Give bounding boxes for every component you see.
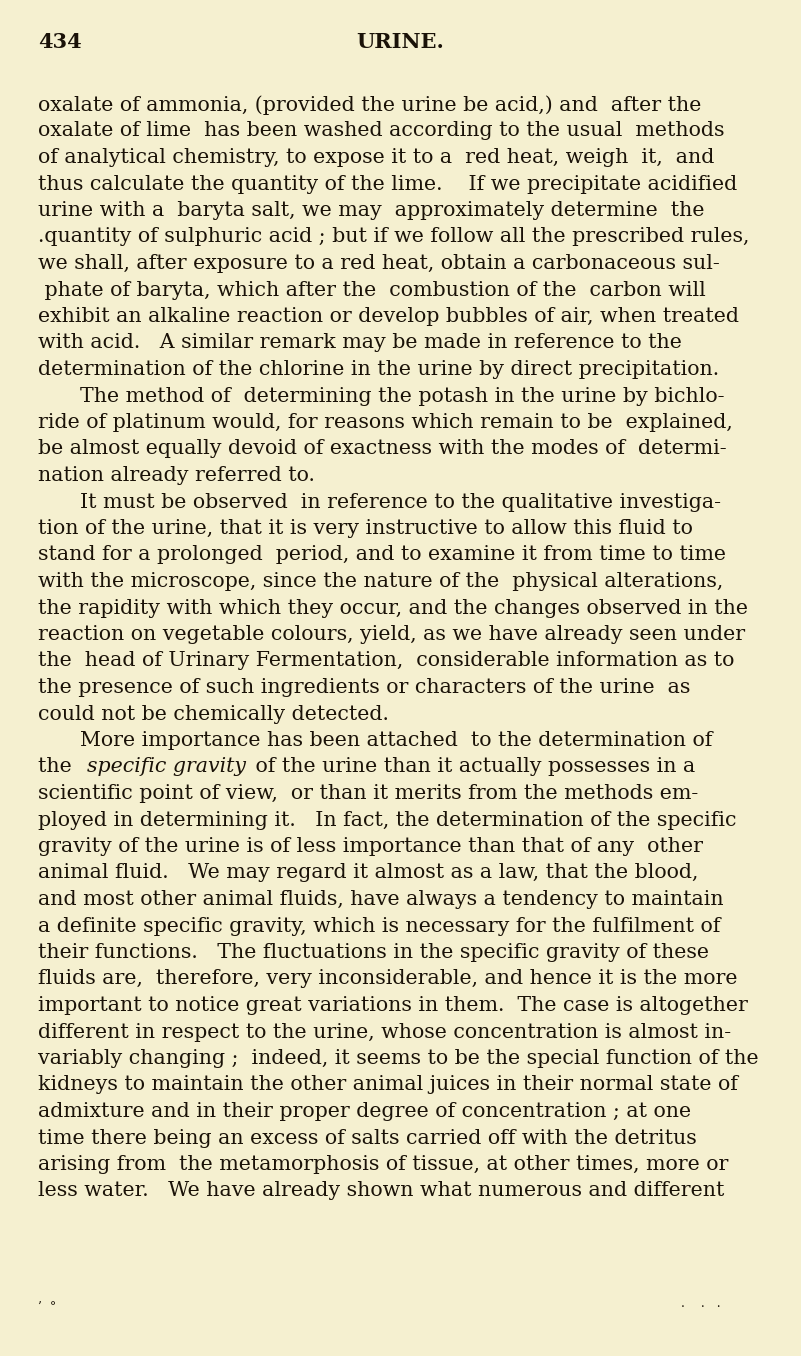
Text: kidneys to maintain the other animal juices in their normal state of: kidneys to maintain the other animal jui… [38,1075,738,1094]
Text: time there being an excess of salts carried off with the detritus: time there being an excess of salts carr… [38,1128,697,1147]
Text: gravity of the urine is of less importance than that of any  other: gravity of the urine is of less importan… [38,837,703,856]
Text: It must be observed  in reference to the qualitative investiga-: It must be observed in reference to the … [80,492,721,511]
Text: of the urine than it actually possesses in a: of the urine than it actually possesses … [249,758,695,777]
Text: less water.   We have already shown what numerous and different: less water. We have already shown what n… [38,1181,724,1200]
Text: More importance has been attached  to the determination of: More importance has been attached to the… [80,731,712,750]
Text: scientific point of view,  or than it merits from the methods em-: scientific point of view, or than it mer… [38,784,698,803]
Text: the  head of Urinary Fermentation,  considerable information as to: the head of Urinary Fermentation, consid… [38,651,735,670]
Text: determination of the chlorine in the urine by direct precipitation.: determination of the chlorine in the uri… [38,359,719,378]
Text: with the microscope, since the nature of the  physical alterations,: with the microscope, since the nature of… [38,572,723,591]
Text: thus calculate the quantity of the lime.    If we precipitate acidified: thus calculate the quantity of the lime.… [38,175,737,194]
Text: the presence of such ingredients or characters of the urine  as: the presence of such ingredients or char… [38,678,690,697]
Text: ·    ·   ·: · · · [681,1300,721,1314]
Text: be almost equally devoid of exactness with the modes of  determi-: be almost equally devoid of exactness wi… [38,439,727,458]
Text: could not be chemically detected.: could not be chemically detected. [38,705,388,724]
Text: important to notice great variations in them.  The case is altogether: important to notice great variations in … [38,997,748,1016]
Text: URINE.: URINE. [356,33,445,52]
Text: of analytical chemistry, to expose it to a  red heat, weigh  it,  and: of analytical chemistry, to expose it to… [38,148,714,167]
Text: reaction on vegetable colours, yield, as we have already seen under: reaction on vegetable colours, yield, as… [38,625,745,644]
Text: arising from  the metamorphosis of tissue, at other times, more or: arising from the metamorphosis of tissue… [38,1155,728,1174]
Text: variably changing ;  indeed, it seems to be the special function of the: variably changing ; indeed, it seems to … [38,1050,759,1069]
Text: the: the [38,758,78,777]
Text: oxalate of lime  has been washed according to the usual  methods: oxalate of lime has been washed accordin… [38,122,724,141]
Text: the rapidity with which they occur, and the changes observed in the: the rapidity with which they occur, and … [38,598,748,617]
Text: exhibit an alkaline reaction or develop bubbles of air, when treated: exhibit an alkaline reaction or develop … [38,306,739,325]
Text: their functions.   The fluctuations in the specific gravity of these: their functions. The fluctuations in the… [38,942,709,961]
Text: 434: 434 [38,33,82,52]
Text: fluids are,  therefore, very inconsiderable, and hence it is the more: fluids are, therefore, very inconsiderab… [38,970,738,989]
Text: ployed in determining it.   In fact, the determination of the specific: ployed in determining it. In fact, the d… [38,811,736,830]
Text: tion of the urine, that it is very instructive to allow this fluid to: tion of the urine, that it is very instr… [38,519,693,538]
Text: admixture and in their proper degree of concentration ; at one: admixture and in their proper degree of … [38,1102,691,1121]
Text: ride of platinum would, for reasons which remain to be  explained,: ride of platinum would, for reasons whic… [38,414,733,433]
Text: urine with a  baryta salt, we may  approximately determine  the: urine with a baryta salt, we may approxi… [38,201,705,220]
Text: .quantity of sulphuric acid ; but if we follow all the prescribed rules,: .quantity of sulphuric acid ; but if we … [38,228,750,247]
Text: we shall, after exposure to a red heat, obtain a carbonaceous sul-: we shall, after exposure to a red heat, … [38,254,720,273]
Text: with acid.   A similar remark may be made in reference to the: with acid. A similar remark may be made … [38,334,682,353]
Text: ’  °: ’ ° [38,1300,56,1314]
Text: nation already referred to.: nation already referred to. [38,466,315,485]
Text: phate of baryta, which after the  combustion of the  carbon will: phate of baryta, which after the combust… [38,281,706,300]
Text: and most other animal fluids, have always a tendency to maintain: and most other animal fluids, have alway… [38,890,723,909]
Text: oxalate of ammonia, (provided the urine be acid,) and  after the: oxalate of ammonia, (provided the urine … [38,95,702,115]
Text: different in respect to the urine, whose concentration is almost in-: different in respect to the urine, whose… [38,1022,731,1041]
Text: a definite specific gravity, which is necessary for the fulfilment of: a definite specific gravity, which is ne… [38,917,720,936]
Text: specific gravity: specific gravity [87,758,247,777]
Text: The method of  determining the potash in the urine by bichlo-: The method of determining the potash in … [80,386,724,405]
Text: animal fluid.   We may regard it almost as a law, that the blood,: animal fluid. We may regard it almost as… [38,864,698,883]
Text: stand for a prolonged  period, and to examine it from time to time: stand for a prolonged period, and to exa… [38,545,726,564]
